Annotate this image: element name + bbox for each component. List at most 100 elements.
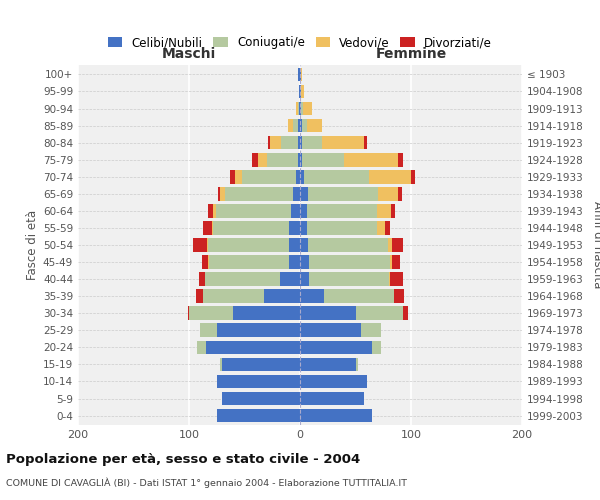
Bar <box>296 102 298 116</box>
Bar <box>372 340 381 354</box>
Bar <box>230 170 235 183</box>
Bar <box>300 153 302 166</box>
Bar <box>224 187 293 200</box>
Bar <box>206 340 300 354</box>
Text: Femmine: Femmine <box>376 46 446 60</box>
Bar <box>300 290 325 303</box>
Bar <box>220 358 223 372</box>
Bar <box>300 221 307 235</box>
Bar <box>300 204 307 218</box>
Bar <box>223 392 300 406</box>
Bar <box>217 374 300 388</box>
Bar <box>298 153 300 166</box>
Bar <box>289 221 300 235</box>
Bar <box>300 358 355 372</box>
Bar <box>309 272 389 286</box>
Bar <box>242 170 296 183</box>
Bar <box>378 187 398 200</box>
Bar <box>377 221 385 235</box>
Bar <box>369 170 411 183</box>
Y-axis label: Fasce di età: Fasce di età <box>26 210 39 280</box>
Text: Maschi: Maschi <box>162 46 216 60</box>
Bar <box>280 272 300 286</box>
Bar <box>188 306 189 320</box>
Bar <box>325 290 394 303</box>
Bar <box>302 153 344 166</box>
Bar <box>304 102 312 116</box>
Bar <box>265 290 300 303</box>
Bar <box>288 118 293 132</box>
Bar <box>392 238 403 252</box>
Bar <box>293 118 298 132</box>
Bar <box>289 238 300 252</box>
Bar <box>411 170 415 183</box>
Bar <box>389 272 390 286</box>
Bar <box>203 221 212 235</box>
Bar <box>235 170 242 183</box>
Bar <box>302 136 322 149</box>
Bar <box>300 340 372 354</box>
Legend: Celibi/Nubili, Coniugati/e, Vedovi/e, Divorziati/e: Celibi/Nubili, Coniugati/e, Vedovi/e, Di… <box>103 32 497 54</box>
Bar <box>300 68 301 81</box>
Bar <box>209 255 289 269</box>
Bar <box>298 118 300 132</box>
Bar <box>307 204 377 218</box>
Bar <box>300 374 367 388</box>
Bar <box>355 306 403 320</box>
Bar <box>199 272 205 286</box>
Bar <box>193 238 207 252</box>
Bar <box>300 187 308 200</box>
Bar <box>307 118 322 132</box>
Bar <box>300 409 372 422</box>
Bar <box>300 102 301 116</box>
Bar <box>208 204 214 218</box>
Bar <box>304 170 369 183</box>
Bar <box>385 221 390 235</box>
Bar <box>217 409 300 422</box>
Bar <box>207 238 208 252</box>
Bar <box>403 306 407 320</box>
Bar <box>377 204 391 218</box>
Bar <box>300 272 309 286</box>
Bar <box>300 255 309 269</box>
Bar <box>252 153 258 166</box>
Bar <box>301 102 304 116</box>
Bar <box>208 238 289 252</box>
Bar <box>391 204 395 218</box>
Text: Popolazione per età, sesso e stato civile - 2004: Popolazione per età, sesso e stato civil… <box>6 452 360 466</box>
Bar <box>220 187 224 200</box>
Bar <box>388 238 392 252</box>
Bar <box>197 340 206 354</box>
Bar <box>214 204 215 218</box>
Bar <box>223 358 300 372</box>
Bar <box>218 187 220 200</box>
Bar <box>394 290 404 303</box>
Bar <box>300 392 364 406</box>
Bar <box>281 136 298 149</box>
Bar <box>233 306 300 320</box>
Bar <box>203 290 265 303</box>
Bar <box>289 255 300 269</box>
Bar <box>291 204 300 218</box>
Bar <box>258 153 266 166</box>
Bar <box>300 118 302 132</box>
Bar <box>299 102 300 116</box>
Bar <box>300 324 361 337</box>
Bar <box>301 84 304 98</box>
Bar <box>361 324 381 337</box>
Bar <box>214 221 289 235</box>
Bar <box>217 324 300 337</box>
Bar <box>302 118 307 132</box>
Bar <box>390 272 403 286</box>
Bar <box>298 102 299 116</box>
Bar <box>215 204 291 218</box>
Bar <box>205 272 280 286</box>
Text: COMUNE DI CAVAGLIÀ (BI) - Dati ISTAT 1° gennaio 2004 - Elaborazione TUTTITALIA.I: COMUNE DI CAVAGLIÀ (BI) - Dati ISTAT 1° … <box>6 478 407 488</box>
Bar <box>298 136 300 149</box>
Bar <box>308 238 388 252</box>
Bar <box>307 221 377 235</box>
Bar <box>308 187 378 200</box>
Bar <box>300 238 308 252</box>
Bar <box>300 136 302 149</box>
Bar <box>270 136 281 149</box>
